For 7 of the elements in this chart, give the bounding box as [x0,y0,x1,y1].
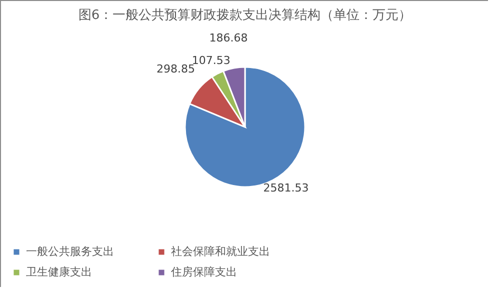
chart-title: 图6：一般公共预算财政拨款支出决算结构（单位：万元） [78,8,412,23]
legend-label: 一般公共服务支出 [26,244,114,258]
legend-label: 住房保障支出 [171,266,237,278]
legend-label: 社会保障和就业支出 [171,244,270,258]
data-label: 2581.53 [263,182,309,195]
legend-label: 卫生健康支出 [26,266,92,278]
data-label: 186.68 [209,32,248,45]
